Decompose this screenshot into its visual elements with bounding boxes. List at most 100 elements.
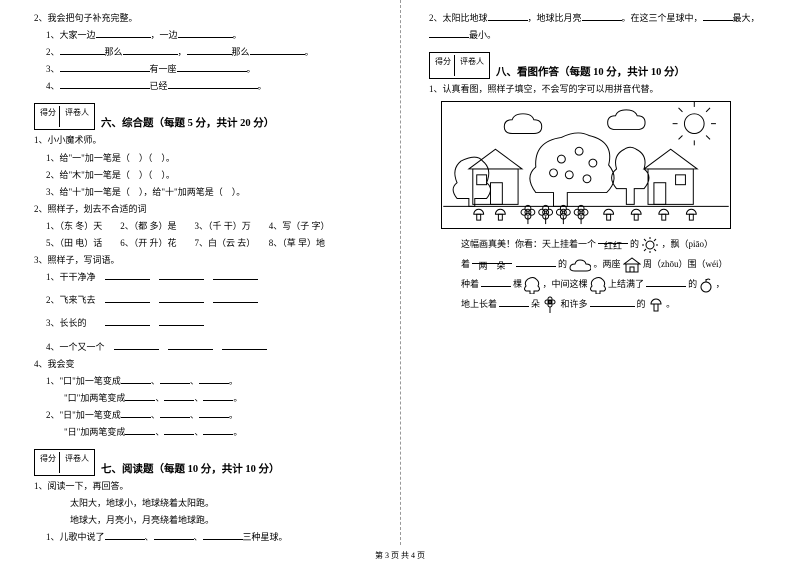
blank bbox=[481, 278, 511, 287]
r-q2b: 最小。 bbox=[429, 27, 770, 44]
blank bbox=[114, 341, 159, 350]
t: 最大， bbox=[733, 13, 760, 23]
blank bbox=[105, 271, 150, 280]
t: ）。 bbox=[232, 187, 246, 197]
t: 、 bbox=[194, 532, 203, 542]
t: 3、长长的 bbox=[46, 318, 87, 328]
blank bbox=[582, 12, 622, 21]
ans-l3: 种着棵 ，中间这棵 上结满了的 ， bbox=[429, 275, 770, 295]
ans-l4: 地上长着朵 和许多的 。 bbox=[429, 295, 770, 315]
blank bbox=[168, 341, 213, 350]
q2-item4: 4、已经。 bbox=[34, 78, 376, 95]
blank bbox=[125, 392, 155, 401]
blank bbox=[203, 392, 233, 401]
blank bbox=[213, 294, 258, 303]
t: 棵 bbox=[513, 279, 522, 289]
r-q2: 2、太阳比地球，地球比月亮。在这三个星球中，最大， bbox=[429, 10, 770, 27]
q2-i2-a: 2、 bbox=[46, 47, 60, 57]
t: 红红 bbox=[604, 241, 622, 251]
t: 4、一个又一个 bbox=[46, 342, 105, 352]
t: 周（zhōu）围（wéi） bbox=[643, 259, 728, 269]
blank bbox=[488, 12, 528, 21]
blank bbox=[123, 46, 178, 55]
ans-l2: 着两 朵的 。两座 周（zhōu）围（wéi） bbox=[429, 255, 770, 275]
t: 3、给"十"加一笔是（ bbox=[46, 187, 130, 197]
s6-q4-l2: "口"加两笔变成、、。 bbox=[34, 390, 376, 407]
blank bbox=[105, 531, 145, 540]
blank bbox=[60, 80, 150, 89]
blank bbox=[199, 375, 229, 384]
blank bbox=[164, 392, 194, 401]
t: "日"加两笔变成 bbox=[46, 427, 125, 437]
grader-label: 评卷人 bbox=[62, 106, 92, 127]
blank bbox=[499, 298, 529, 307]
t: 2、给"木"加一笔是（ bbox=[46, 170, 130, 180]
t: 三种星球。 bbox=[243, 532, 288, 542]
blank bbox=[60, 63, 150, 72]
blank bbox=[187, 46, 232, 55]
blank bbox=[125, 426, 155, 435]
s6-q4-l4: "日"加两笔变成、、。 bbox=[34, 424, 376, 441]
tree-icon bbox=[590, 276, 606, 294]
t: 2、太阳比地球 bbox=[429, 13, 488, 23]
blank bbox=[203, 426, 233, 435]
s6-q4-l3: 2、"日"加一笔变成、、。 bbox=[34, 407, 376, 424]
t: 的 bbox=[637, 299, 646, 309]
picture-box bbox=[441, 101, 731, 229]
ans-l1: 这幅画真美！你看：天上挂着一个红红的 ，飘（piāo） bbox=[429, 235, 770, 255]
blank bbox=[250, 46, 305, 55]
blank bbox=[105, 294, 150, 303]
mushroom-icon bbox=[648, 296, 664, 314]
t: ， bbox=[178, 47, 187, 57]
t: ）（ bbox=[139, 170, 153, 180]
section-8-title: 八、看图作答（每题 10 分，共计 10 分） bbox=[496, 64, 685, 79]
flower-icon bbox=[542, 296, 558, 314]
t: 2、飞来飞去 bbox=[46, 295, 96, 305]
t: 的 bbox=[688, 279, 697, 289]
blank bbox=[203, 531, 243, 540]
score-box: 得分 评卷人 bbox=[429, 52, 490, 79]
blank bbox=[178, 29, 233, 38]
t: 。在这三个星球中， bbox=[622, 13, 703, 23]
t: 1、干干净净 bbox=[46, 272, 96, 282]
apple-icon bbox=[699, 277, 713, 293]
t: ）。 bbox=[161, 153, 175, 163]
blank bbox=[168, 80, 258, 89]
s6-q2-l2: 5、（田 电）话 6、（开 升）花 7、白（云 去） 8、（草 早）地 bbox=[34, 235, 376, 252]
s8-q1: 1、认真看图，照样子填空，不会写的字可以用拼音代替。 bbox=[429, 81, 770, 98]
blank bbox=[199, 409, 229, 418]
s6-q4-l1: 1、"口"加一笔变成、、。 bbox=[34, 373, 376, 390]
blank bbox=[154, 531, 194, 540]
q2-title: 2、我会把句子补充完整。 bbox=[34, 10, 376, 27]
s6-q3-l4: 4、一个又一个 bbox=[34, 339, 376, 356]
blank bbox=[222, 341, 267, 350]
q2-i1-a: 1、大家一边 bbox=[46, 30, 96, 40]
blank bbox=[121, 375, 151, 384]
t: 已经 bbox=[150, 81, 168, 91]
s6-q2: 2、照样子，划去不合适的词 bbox=[34, 201, 376, 218]
s7-p2: 地球大，月亮小，月亮绕着地球跑。 bbox=[34, 512, 376, 529]
blank bbox=[646, 278, 686, 287]
t: 、 bbox=[145, 532, 154, 542]
section-7-title: 七、阅读题（每题 10 分，共计 10 分） bbox=[101, 461, 280, 476]
t: 和许多 bbox=[561, 299, 588, 309]
blank bbox=[164, 426, 194, 435]
blank bbox=[105, 317, 150, 326]
t: 的 bbox=[558, 259, 567, 269]
score-box: 得分 评卷人 bbox=[34, 103, 95, 130]
blank bbox=[516, 258, 556, 267]
section-6-title: 六、综合题（每题 5 分，共计 20 分） bbox=[101, 115, 274, 130]
blank bbox=[429, 29, 469, 38]
t: 地上长着 bbox=[461, 299, 497, 309]
blank bbox=[213, 271, 258, 280]
house-icon bbox=[623, 257, 641, 273]
q2-item3: 3、有一座。 bbox=[34, 61, 376, 78]
s7-q1-l1: 1、儿歌中说了、、三种星球。 bbox=[34, 529, 376, 546]
grader-label: 评卷人 bbox=[457, 55, 487, 76]
scene-illustration bbox=[442, 102, 730, 228]
blank bbox=[703, 12, 733, 21]
t: 那么 bbox=[232, 47, 250, 57]
s6-q1: 1、小小魔术师。 bbox=[34, 132, 376, 149]
blank bbox=[96, 29, 151, 38]
score-label: 得分 bbox=[37, 452, 60, 473]
